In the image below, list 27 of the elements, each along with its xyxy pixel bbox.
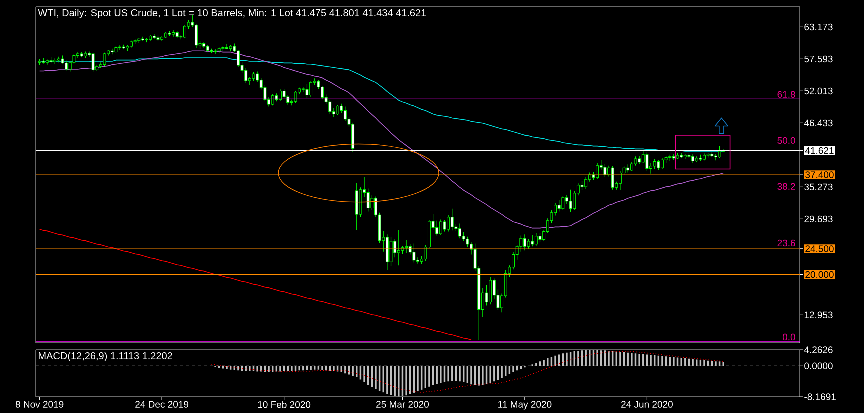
- annotation: 50.0: [778, 137, 796, 144]
- chart-title: MACD(12,26,9) 1.1113 1.2202: [39, 352, 172, 362]
- y-tick-label: 37.400: [806, 172, 834, 178]
- y-tick-label: 0.0000: [804, 362, 833, 370]
- y-tick-label: 24.500: [806, 246, 834, 252]
- y-tick-label: 20.000: [806, 271, 834, 278]
- x-tick-label: 24 Dec 2019: [136, 401, 189, 408]
- annotation: 23.6: [778, 240, 796, 247]
- y-tick-label: 4.2626: [804, 346, 833, 354]
- x-tick-label: 10 Feb 2020: [258, 401, 311, 408]
- y-tick-label: 46.433: [804, 120, 833, 127]
- y-tick-label: 12.953: [804, 312, 833, 319]
- x-tick-label: 24 Jun 2020: [622, 401, 673, 408]
- x-tick-label: 8 Nov 2019: [16, 401, 64, 408]
- chart-title: WTI, Daily: Spot US Crude, 1 Lot = 10 Barrels, Min: 1 Lot 41.475 41.801 41.434 41.621: [38, 9, 426, 19]
- y-tick-label: 63.173: [804, 24, 833, 31]
- y-tick-label: 52.013: [804, 88, 833, 95]
- x-tick-label: 25 Mar 2020: [376, 401, 430, 408]
- x-tick-label: 11 May 2020: [498, 401, 552, 410]
- annotation: 61.8: [778, 91, 796, 98]
- annotation: 0.0: [782, 334, 796, 341]
- y-tick-label: 29.693: [804, 216, 833, 223]
- y-tick-label: 57.593: [804, 56, 833, 63]
- y-tick-label: 41.621: [805, 147, 834, 154]
- y-tick-label: 35.273: [804, 184, 833, 191]
- annotation: 38.2: [778, 183, 796, 190]
- y-tick-label: -8.1691: [804, 394, 836, 400]
